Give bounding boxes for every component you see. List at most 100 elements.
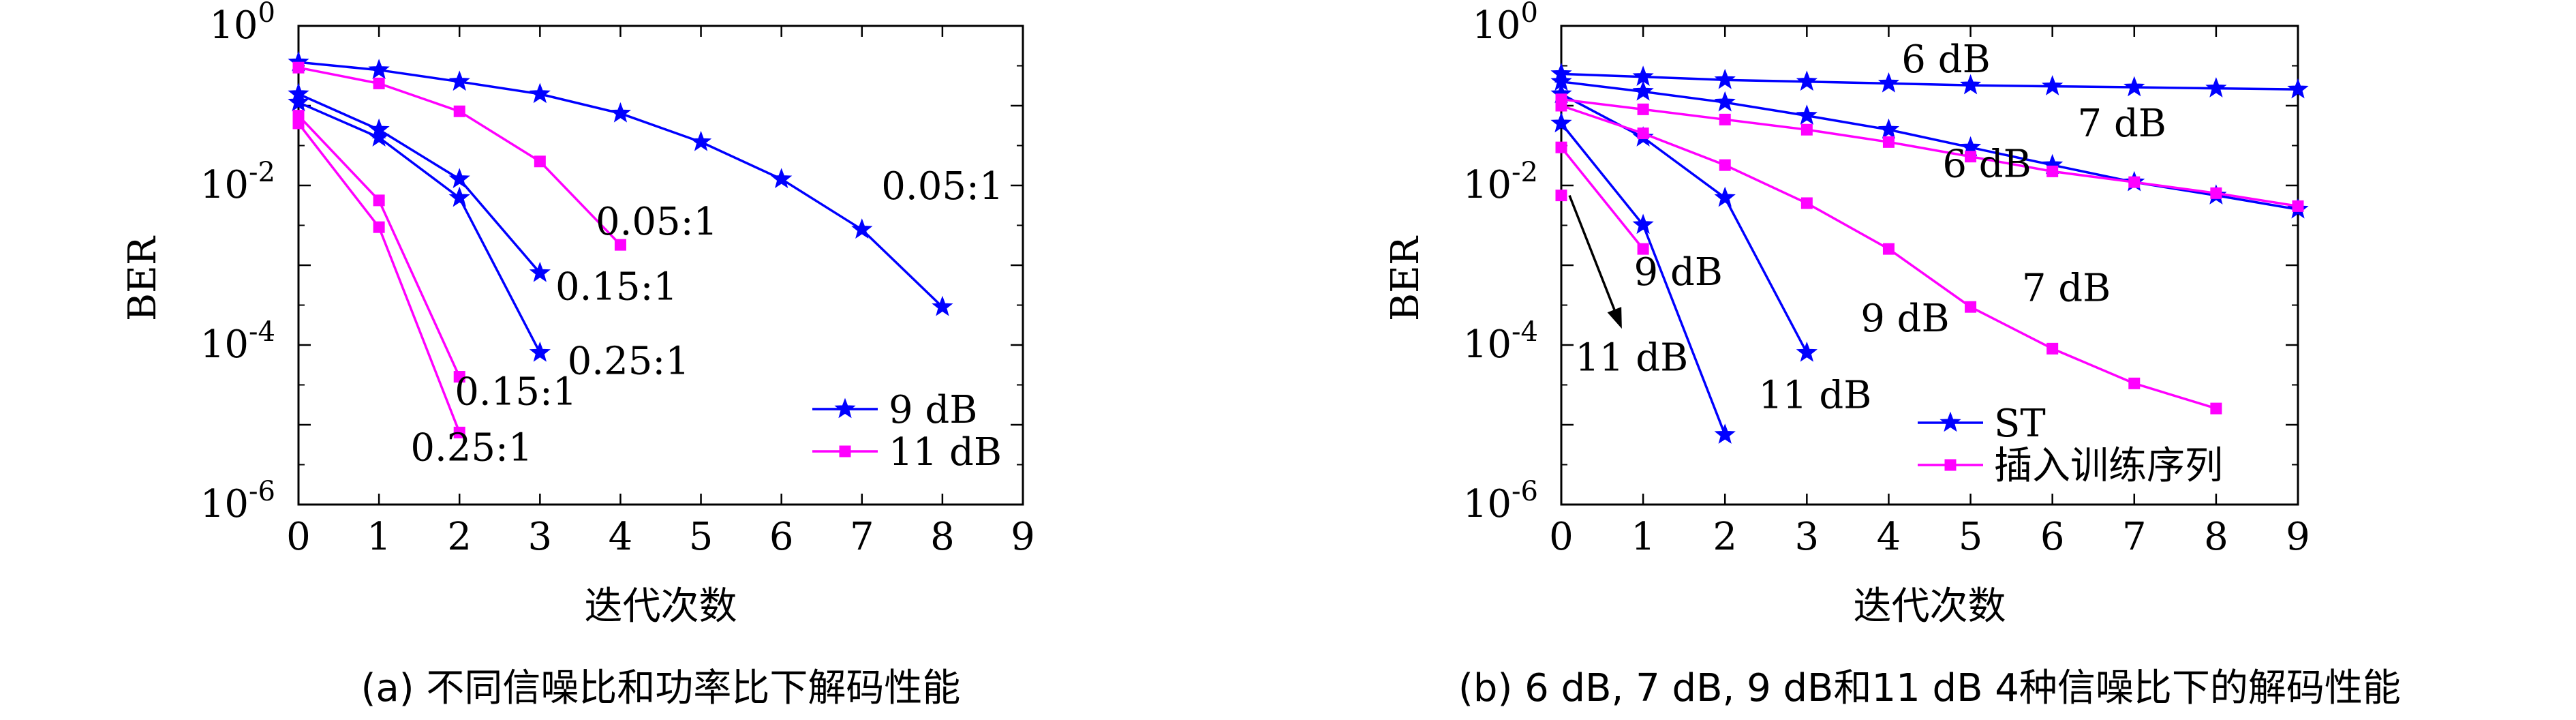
y-tick-label: 10-4 xyxy=(200,316,275,367)
data-point-square xyxy=(1555,141,1567,153)
data-point-square xyxy=(373,221,385,233)
data-label: 0.25:1 xyxy=(410,425,532,470)
y-tick-label: 10-6 xyxy=(200,476,275,526)
data-label: 0.25:1 xyxy=(568,340,690,384)
legend-label: 9 dB xyxy=(889,388,977,432)
y-tick-exponent: 0 xyxy=(1521,0,1538,29)
x-axis-label: 迭代次数 xyxy=(1854,584,2006,629)
y-tick-base: 10 xyxy=(1472,3,1520,48)
data-point-star xyxy=(1714,91,1736,112)
series-5 xyxy=(292,117,465,438)
data-point-square xyxy=(1555,100,1567,112)
y-tick-label: 10-2 xyxy=(200,157,275,207)
legend-marker xyxy=(1944,459,1957,471)
data-point-star xyxy=(2287,78,2309,99)
series-4 xyxy=(1555,93,2304,212)
data-point-star xyxy=(1632,80,1654,101)
series-3 xyxy=(292,61,626,251)
data-point-square xyxy=(2210,187,2222,199)
x-tick-label: 0 xyxy=(1549,515,1574,559)
data-label: 0.15:1 xyxy=(555,265,677,309)
data-point-square xyxy=(453,426,465,438)
y-tick-base: 10 xyxy=(200,482,249,526)
data-point-star xyxy=(1877,72,1900,93)
y-axis-label: BER xyxy=(121,235,165,321)
data-point-star xyxy=(609,102,632,123)
data-point-square xyxy=(1800,123,1813,136)
y-axis-label: BER xyxy=(1383,235,1428,321)
x-tick-label: 8 xyxy=(930,515,955,559)
data-label: 7 dB xyxy=(2078,102,2166,146)
data-point-square xyxy=(1555,190,1567,202)
data-point-star xyxy=(1550,112,1572,133)
y-tick-exponent: -6 xyxy=(1512,476,1538,507)
data-point-square xyxy=(2210,402,2222,415)
y-tick-exponent: -4 xyxy=(249,316,275,348)
arrow-shaft xyxy=(1568,194,1616,310)
data-point-star xyxy=(1796,341,1818,362)
series-line xyxy=(1561,72,2299,91)
series-3 xyxy=(1550,112,1736,444)
series-6 xyxy=(1555,141,1649,255)
data-point-square xyxy=(373,194,385,207)
data-label: 0.05:1 xyxy=(881,164,1003,209)
x-tick-label: 6 xyxy=(769,515,794,559)
data-point-square xyxy=(292,117,305,130)
y-tick-exponent: -4 xyxy=(1512,316,1538,348)
data-point-star xyxy=(1714,186,1736,207)
data-point-square xyxy=(1719,113,1731,125)
data-point-star xyxy=(2123,76,2145,97)
series-line xyxy=(298,93,541,274)
x-tick-label: 7 xyxy=(850,515,874,559)
legend-marker xyxy=(839,445,851,457)
data-point-star xyxy=(1714,423,1736,444)
series-7 xyxy=(1555,190,1567,202)
data-point-square xyxy=(2128,377,2141,389)
y-tick-base: 10 xyxy=(200,322,249,367)
data-label: 11 dB xyxy=(1575,335,1688,380)
legend-label: 插入训练序列 xyxy=(1994,444,2223,488)
data-point-square xyxy=(453,371,465,383)
y-tick-base: 10 xyxy=(200,163,249,207)
data-point-star xyxy=(1959,74,1982,95)
data-point-star xyxy=(448,168,470,189)
y-tick-base: 10 xyxy=(1463,482,1512,526)
x-tick-label: 1 xyxy=(1631,515,1655,559)
y-tick-label: 10-2 xyxy=(1463,157,1538,207)
x-tick-label: 6 xyxy=(2040,515,2065,559)
series-line xyxy=(1560,147,1644,250)
x-tick-label: 1 xyxy=(367,515,391,559)
data-point-star xyxy=(448,186,470,207)
y-tick-exponent: 0 xyxy=(258,0,275,29)
x-tick-label: 4 xyxy=(1877,515,1901,559)
x-tick-label: 5 xyxy=(1959,515,1983,559)
x-tick-label: 4 xyxy=(609,515,633,559)
data-point-star xyxy=(1714,68,1736,89)
legend-label: 11 dB xyxy=(889,430,1002,475)
y-tick-label: 100 xyxy=(209,0,275,48)
data-point-star xyxy=(368,126,390,147)
data-point-square xyxy=(2046,342,2059,355)
y-tick-base: 10 xyxy=(1463,163,1512,207)
data-point-square xyxy=(453,105,465,117)
data-point-star xyxy=(851,218,873,239)
data-point-star xyxy=(288,91,309,112)
data-point-square xyxy=(1637,103,1649,115)
y-tick-label: 10-4 xyxy=(1463,316,1538,367)
annotation-arrow xyxy=(1568,194,1622,329)
data-point-star xyxy=(368,59,390,79)
y-tick-exponent: -6 xyxy=(249,476,275,507)
series-line xyxy=(1561,93,1808,354)
data-label: 9 dB xyxy=(1860,297,1949,341)
data-point-star xyxy=(690,130,712,151)
x-tick-label: 7 xyxy=(2122,515,2147,559)
data-label: 6 dB xyxy=(1942,142,2031,186)
data-point-star xyxy=(1796,104,1818,125)
data-point-star xyxy=(1877,118,1900,139)
data-point-star xyxy=(771,168,793,189)
data-point-square xyxy=(1800,197,1813,209)
data-point-star xyxy=(932,295,953,316)
